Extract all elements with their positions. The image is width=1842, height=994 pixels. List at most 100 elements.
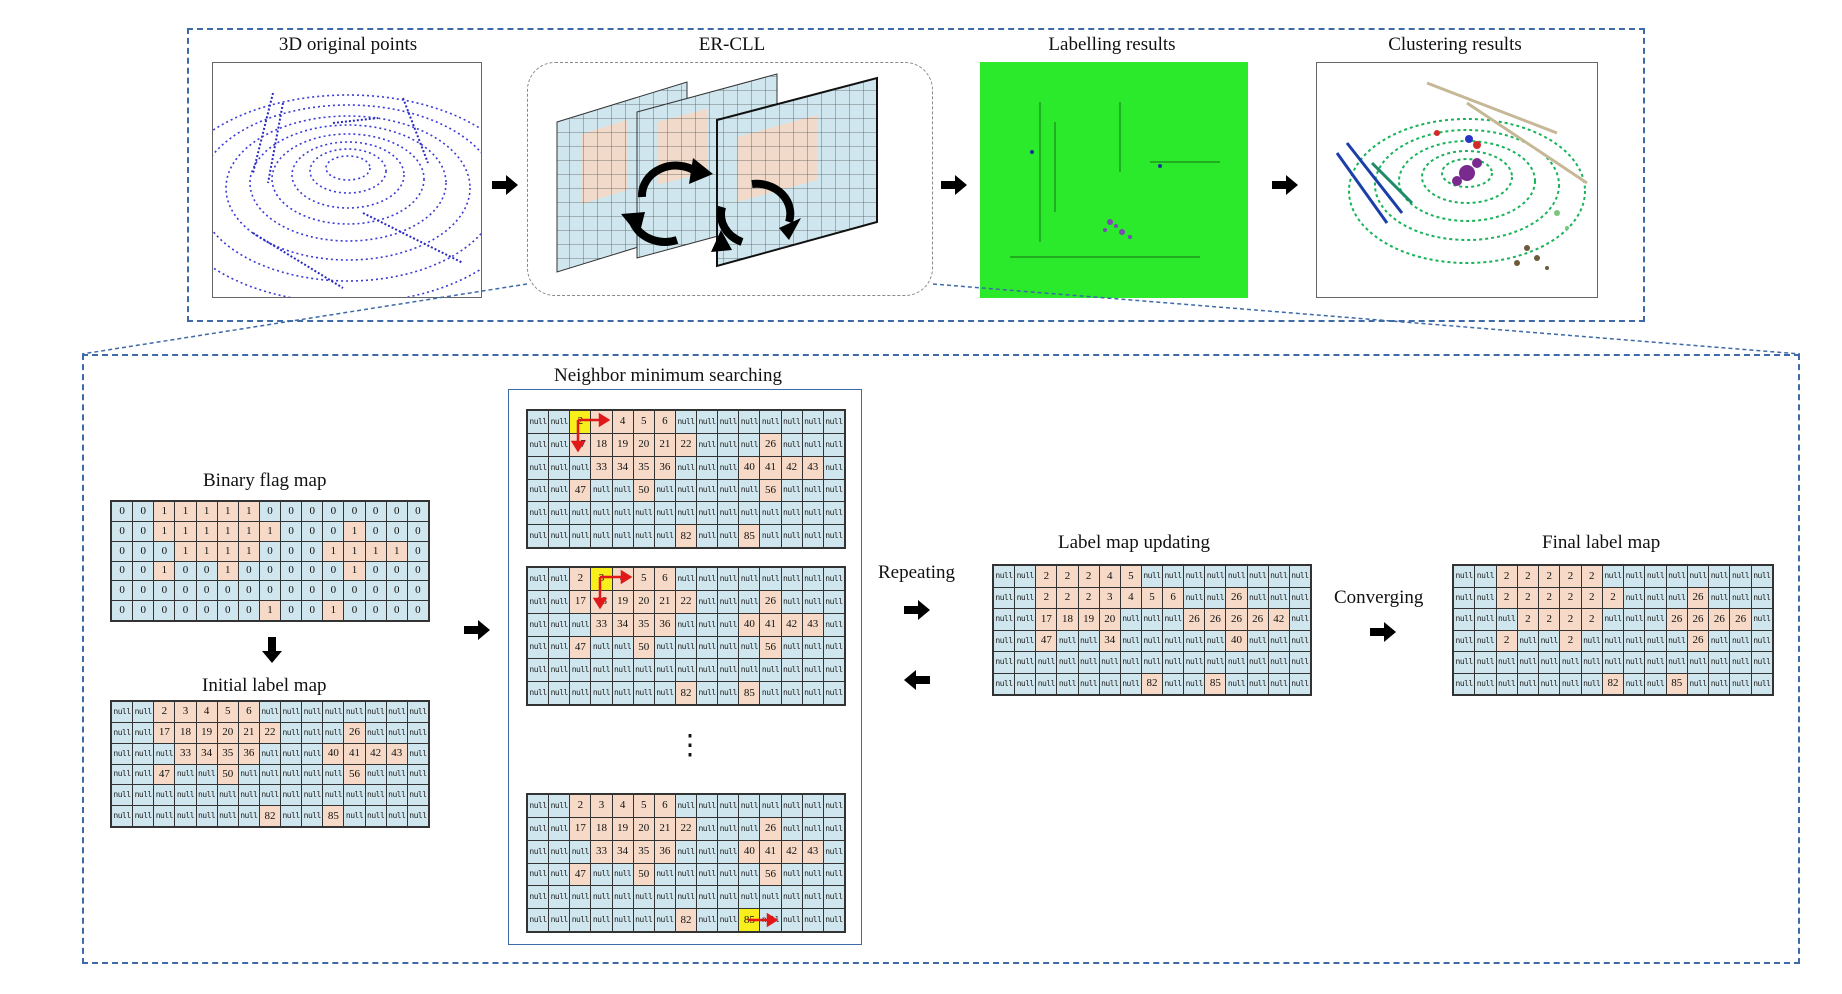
map-cell: null [528,502,549,525]
map-cell: null [675,502,697,525]
map-cell: 0 [281,541,302,561]
map-cell: 20 [217,722,238,743]
map-cell: null [760,682,781,704]
map-cell: 0 [133,541,154,561]
map-cell: 42 [781,456,802,479]
map-cell: null [591,682,612,704]
map-cell: null [407,806,428,826]
point-cloud-svg [213,92,481,297]
map-cell: null [1289,630,1310,651]
nms-panel [508,389,862,945]
map-cell: 0 [281,561,302,581]
map-cell: null [823,840,844,863]
map-cell: null [994,587,1015,608]
map-cell: null [570,682,591,704]
map-cell: null [781,502,802,525]
map-cell: null [1539,652,1560,673]
map-cell: 1 [344,541,365,561]
map-cell: null [1539,673,1560,694]
map-cell: null [1751,630,1772,651]
map-cell: null [407,702,428,722]
map-cell: 26 [1687,630,1709,651]
map-cell: null [323,722,344,743]
map-cell: null [528,817,549,840]
map-cell: null [675,479,697,502]
map-cell: null [1226,652,1247,673]
map-cell: 22 [259,722,281,743]
map-cell: 50 [217,764,238,785]
map-cell: null [697,817,718,840]
map-cell: null [654,659,675,682]
map-cell: null [549,590,570,613]
map-cell: null [1226,566,1247,587]
map-cell: null [612,659,633,682]
final-label-map: null null 2 2 2 2 2 null null null null null null nul… [1452,564,1774,696]
map-cell: null [718,636,739,659]
map-cell: null [1120,652,1141,673]
map-cell: null [386,764,407,785]
map-cell: null [697,840,718,863]
map-cell: 1 [196,521,217,541]
map-cell: 35 [633,456,654,479]
map-cell: null [1517,652,1539,673]
map-cell: 26 [344,722,365,743]
map-cell: null [1268,673,1289,694]
arrow-right-icon [1272,175,1298,195]
map-cell: 2 [1560,587,1581,608]
map-cell: 2 [1517,609,1539,630]
map-cell: null [1099,652,1120,673]
map-cell: 19 [612,817,633,840]
map-cell: 5 [1141,587,1163,608]
title-3d-original-points: 3D original points [278,34,418,55]
map-cell: null [1015,609,1036,630]
zoom-connector-lines [81,283,1801,355]
map-cell: null [1163,673,1184,694]
map-cell: null [302,785,323,806]
map-cell: null [1205,587,1226,608]
map-cell: 4 [612,411,633,433]
map-cell: null [1268,630,1289,651]
map-cell: null [154,806,175,826]
map-cell: 26 [1687,587,1709,608]
map-cell: 1 [323,601,344,620]
map-cell: null [1141,566,1163,587]
map-cell: 26 [760,433,781,456]
map-cell: null [1517,673,1539,694]
map-cell: null [718,590,739,613]
map-cell: null [175,764,196,785]
map-cell: null [1247,587,1268,608]
map-cell: null [386,785,407,806]
map-cell: null [697,411,718,433]
map-cell: 1 [217,521,238,541]
map-cell: 22 [675,817,697,840]
map-cell: 26 [1247,609,1268,630]
arrow-right-icon [492,175,518,195]
map-cell: null [994,673,1015,694]
map-cell: null [781,568,802,590]
map-cell: null [1205,652,1226,673]
map-cell: null [549,636,570,659]
map-cell: null [281,764,302,785]
map-cell: null [739,817,760,840]
map-cell: null [697,502,718,525]
map-cell: null [407,722,428,743]
map-cell: null [718,659,739,682]
map-cell: null [259,764,281,785]
map-cell: 0 [112,601,133,620]
map-cell: null [802,433,823,456]
map-cell: null [718,525,739,547]
map-cell: 2 [570,568,591,590]
map-cell: null [781,817,802,840]
map-cell: null [302,806,323,826]
map-cell: null [1624,609,1645,630]
map-cell: 2 [1078,587,1099,608]
map-cell: null [133,702,154,722]
map-cell: null [1496,673,1517,694]
map-cell: null [407,785,428,806]
map-cell: null [994,630,1015,651]
map-cell: 1 [365,541,386,561]
map-cell: null [760,525,781,547]
map-cell: 0 [344,502,365,521]
map-cell: 56 [760,863,781,886]
